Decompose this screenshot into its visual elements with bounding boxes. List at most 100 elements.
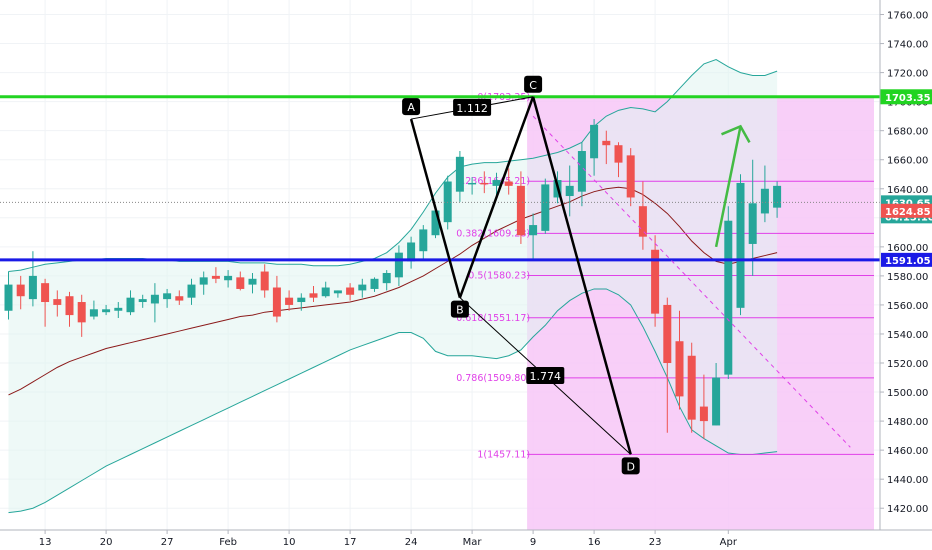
candle-body — [577, 151, 586, 192]
time-tick-label: Apr — [720, 537, 738, 548]
candle-body — [285, 297, 294, 305]
price-tick-label: 1500.00 — [887, 388, 928, 399]
candle-body — [309, 293, 318, 298]
time-tick-label: 16 — [588, 537, 601, 548]
resistance-tag-border — [880, 89, 932, 105]
candle-body — [724, 220, 733, 375]
time-tick-label: 24 — [405, 537, 418, 548]
forecast-arrow-shaft — [714, 126, 742, 248]
price-tick-label: 1640.00 — [887, 185, 928, 196]
fib-label: 1(1457.11) — [477, 449, 530, 460]
countdown-tag: 04:15:10 — [885, 212, 932, 223]
candle-body — [4, 284, 13, 311]
candle-body — [760, 188, 769, 214]
candle-body — [736, 182, 745, 308]
candle-body — [529, 225, 538, 236]
candle-body — [565, 185, 574, 197]
price-tick-label: 1680.00 — [887, 127, 928, 138]
candle-body — [455, 156, 464, 192]
candle-body — [16, 284, 25, 297]
ratio-label: 1.112 — [456, 102, 488, 115]
price-tick-label: 1540.00 — [887, 330, 928, 341]
candle-body — [443, 181, 452, 223]
support-price-tag-bg — [881, 252, 932, 267]
candle-body — [651, 249, 660, 314]
candle-body — [150, 294, 159, 304]
open-price-tag-bg — [881, 203, 932, 218]
candle-body — [297, 297, 306, 303]
candle-body — [699, 406, 708, 422]
price-tick-label: 1740.00 — [887, 40, 928, 51]
candle-body — [382, 272, 391, 284]
pattern-point-c-badge — [524, 75, 543, 93]
time-tick-label: 27 — [161, 537, 174, 548]
resistance-price-tag: 1703.35 — [885, 93, 931, 104]
candle-body — [211, 275, 220, 279]
candle-body — [687, 355, 696, 420]
candle-body — [114, 307, 123, 311]
candle-body — [77, 302, 86, 323]
candle-body — [468, 182, 477, 185]
candle-body — [614, 145, 623, 163]
candle-body — [272, 287, 281, 317]
price-tick-label: 1420.00 — [887, 504, 928, 515]
fib-label: 0.5(1580.23) — [468, 271, 530, 282]
price-tick-label: 1660.00 — [887, 156, 928, 167]
candle-body — [370, 278, 379, 289]
candle-body — [163, 293, 172, 300]
candle-body — [419, 229, 428, 252]
candle-body — [626, 155, 635, 198]
forecast-arrow-head — [721, 124, 751, 143]
candle-body — [773, 185, 782, 208]
candle-body — [138, 299, 147, 303]
ratio-badge — [526, 367, 565, 385]
time-axis: 13 20 27 Feb 10 17 24 Mar 9 16 23 Apr — [0, 529, 932, 548]
bollinger-basis — [8, 186, 778, 396]
candle-body — [394, 252, 403, 278]
time-tick-label: 13 — [39, 537, 52, 548]
fib-label: 0.382(1609.28) — [456, 228, 530, 239]
support-price-tag: 1591.05 — [885, 256, 931, 267]
candle-body — [260, 271, 269, 291]
candle-body — [102, 309, 111, 313]
resistance-price-tag-bg — [881, 89, 932, 104]
candle-body — [407, 242, 416, 262]
pattern-point-d-badge — [621, 457, 640, 475]
candle-body — [541, 184, 550, 231]
candle-body — [638, 206, 647, 237]
candle-body — [504, 181, 513, 186]
ratio-badge — [453, 98, 492, 116]
time-tick-label: 17 — [344, 537, 357, 548]
candle-body — [65, 296, 74, 316]
candle-body — [28, 275, 37, 300]
candle-body — [333, 290, 342, 294]
fib-label: 0.618(1551.17) — [456, 313, 530, 324]
price-tick-label: 1580.00 — [887, 272, 928, 283]
price-tick-label: 1520.00 — [887, 359, 928, 370]
pattern-point-label: D — [626, 460, 634, 473]
candle-body — [346, 287, 355, 295]
pattern-point-label: C — [529, 79, 537, 92]
time-tick-label: 9 — [530, 537, 536, 548]
price-tick-label: 1600.00 — [887, 243, 928, 254]
candle-body — [187, 284, 196, 298]
pattern-point-label: A — [407, 101, 415, 114]
candle-body — [712, 377, 721, 426]
candle-body — [590, 124, 599, 159]
horizontal-levels — [0, 95, 880, 262]
candle-body — [602, 140, 611, 146]
candle-body — [89, 309, 98, 317]
ratio-label: 1.774 — [530, 370, 562, 383]
candle-body — [748, 203, 757, 244]
candle-body — [321, 287, 330, 297]
candle-body — [199, 277, 208, 285]
candle-body — [248, 278, 257, 285]
fib-label: 0.786(1509.80) — [456, 373, 530, 384]
pattern-point-label: B — [456, 304, 464, 317]
time-tick-label: Mar — [463, 537, 483, 548]
price-tick-label: 1760.00 — [887, 11, 928, 22]
price-tick-label: 1720.00 — [887, 69, 928, 80]
candle-body — [224, 275, 233, 281]
open-price-tag: 1624.85 — [885, 207, 931, 218]
pattern-leg — [409, 118, 462, 299]
